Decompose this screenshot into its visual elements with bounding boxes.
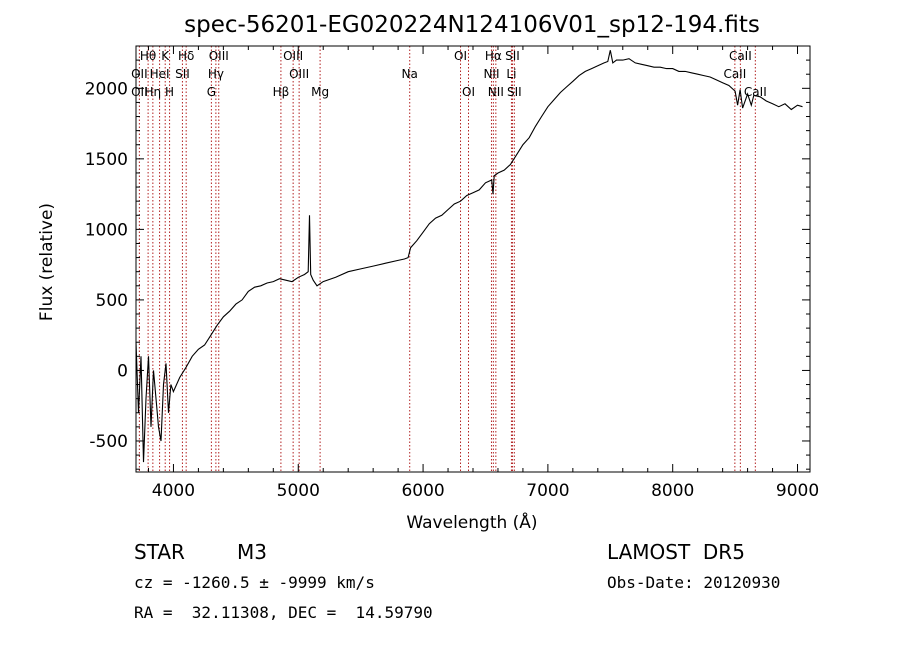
x-axis-label: Wavelength (Å) [406, 511, 537, 533]
line-marker-label: Li [506, 67, 516, 81]
line-marker-label: Hη [145, 85, 162, 99]
line-marker-label: NII [488, 85, 504, 99]
y-tick-label: 1000 [85, 220, 128, 240]
line-marker-label: K [161, 49, 170, 63]
redshift-velocity: cz = -1260.5 ± -9999 km/s [134, 573, 375, 592]
line-marker-label: Hθ [140, 49, 156, 63]
object-class: STAR [134, 540, 185, 564]
x-tick-label: 7000 [526, 481, 569, 501]
x-tick-label: 4000 [152, 481, 195, 501]
coordinates: RA = 32.11308, DEC = 14.59790 [134, 603, 433, 622]
y-tick-label: 0 [117, 361, 128, 381]
line-marker-label: OI [462, 85, 475, 99]
line-marker-label: Hδ [178, 49, 194, 63]
line-marker-label: SII [175, 67, 190, 81]
line-marker-label: G [207, 85, 216, 99]
object-subclass: M3 [237, 540, 267, 564]
y-tick-label: 2000 [85, 79, 128, 99]
line-marker-label: Hγ [208, 67, 224, 81]
spectrum-series-line [135, 50, 803, 463]
y-tick-label: 500 [96, 291, 128, 311]
line-marker-label: SII [505, 49, 520, 63]
line-markers [138, 46, 756, 472]
x-axis-ticks: 4000 5000 6000 7000 8000 9000 [147, 46, 819, 501]
plot-frame [135, 45, 811, 473]
line-marker-label: Hα [485, 49, 502, 63]
line-marker-label: Na [402, 67, 418, 81]
line-marker-label: HeI [150, 67, 170, 81]
line-marker-label: Hβ [273, 85, 290, 99]
x-tick-label: 9000 [776, 481, 819, 501]
line-marker-label: OIII [209, 49, 229, 63]
y-tick-label: -500 [89, 432, 128, 452]
x-tick-label: 6000 [401, 481, 444, 501]
y-axis-label: Flux (relative) [37, 203, 57, 321]
line-marker-label: OIII [283, 49, 303, 63]
observation-date: Obs-Date: 20120930 [607, 573, 781, 592]
line-marker-label: H [165, 85, 174, 99]
y-tick-label: 1500 [85, 150, 128, 170]
survey-name: LAMOST DR5 [607, 540, 745, 564]
line-marker-label: Mg [311, 85, 329, 99]
line-marker-label: CaII [744, 85, 767, 99]
y-axis-ticks: -500 0 500 1000 1500 2000 [85, 59, 810, 470]
line-marker-label: OIII [289, 67, 309, 81]
line-marker-label: OI [454, 49, 467, 63]
line-marker-label: CaII [729, 49, 752, 63]
x-tick-label: 8000 [651, 481, 694, 501]
x-tick-label: 5000 [277, 481, 320, 501]
line-marker-label: SII [507, 85, 522, 99]
line-marker-label: NII [483, 67, 499, 81]
chart-title: spec-56201-EG020224N124106V01_sp12-194.f… [184, 12, 760, 38]
line-marker-label: CaII [723, 67, 746, 81]
